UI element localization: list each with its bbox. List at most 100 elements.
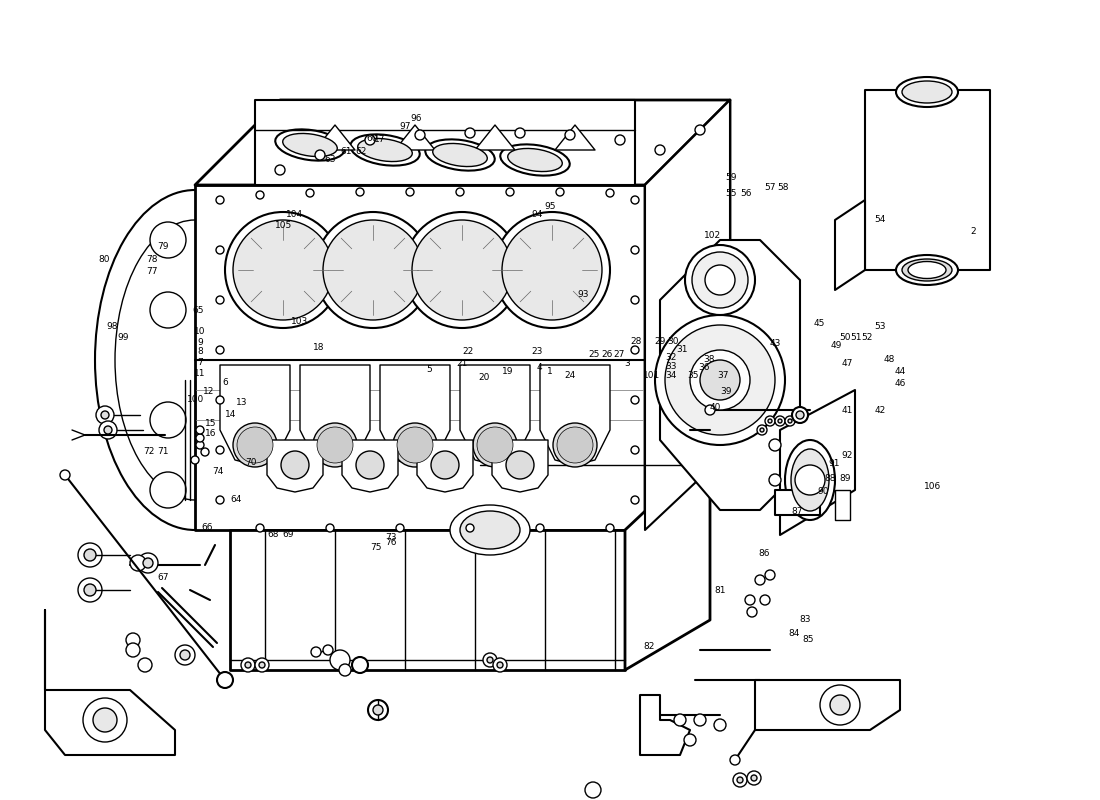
- Text: 94: 94: [531, 210, 542, 219]
- Text: 91: 91: [828, 459, 839, 469]
- Text: 31: 31: [676, 345, 688, 354]
- Circle shape: [705, 405, 715, 415]
- Circle shape: [352, 657, 368, 673]
- Polygon shape: [645, 100, 730, 530]
- Text: 5: 5: [426, 365, 432, 374]
- Polygon shape: [379, 365, 450, 465]
- Circle shape: [820, 685, 860, 725]
- Text: 84: 84: [789, 629, 800, 638]
- Text: 96: 96: [410, 114, 421, 123]
- Circle shape: [150, 292, 186, 328]
- Text: 78: 78: [146, 255, 157, 265]
- Text: 6: 6: [222, 378, 229, 387]
- Circle shape: [776, 416, 785, 426]
- Circle shape: [760, 428, 764, 432]
- Circle shape: [730, 755, 740, 765]
- Circle shape: [104, 426, 112, 434]
- Circle shape: [175, 645, 195, 665]
- Text: 61: 61: [341, 147, 352, 157]
- Text: 86: 86: [759, 549, 770, 558]
- Circle shape: [747, 607, 757, 617]
- Polygon shape: [195, 100, 730, 185]
- Text: 25: 25: [588, 350, 600, 359]
- Circle shape: [314, 423, 358, 467]
- Text: 67: 67: [157, 573, 168, 582]
- Polygon shape: [315, 125, 355, 150]
- Ellipse shape: [508, 149, 562, 171]
- Text: 44: 44: [894, 367, 905, 377]
- Text: 21: 21: [456, 359, 468, 369]
- Ellipse shape: [432, 143, 487, 166]
- Ellipse shape: [275, 130, 344, 161]
- Circle shape: [685, 245, 755, 315]
- Circle shape: [695, 125, 705, 135]
- Polygon shape: [230, 530, 625, 670]
- Text: 20: 20: [478, 373, 490, 382]
- Text: 72: 72: [143, 447, 154, 457]
- Circle shape: [477, 427, 513, 463]
- Circle shape: [412, 220, 512, 320]
- Circle shape: [483, 653, 497, 667]
- Circle shape: [473, 423, 517, 467]
- Circle shape: [216, 196, 224, 204]
- Text: 51: 51: [850, 333, 861, 342]
- Circle shape: [764, 570, 776, 580]
- Circle shape: [60, 470, 70, 480]
- Circle shape: [606, 524, 614, 532]
- Polygon shape: [300, 365, 370, 465]
- Circle shape: [690, 350, 750, 410]
- Polygon shape: [45, 610, 175, 755]
- Circle shape: [78, 578, 102, 602]
- Ellipse shape: [902, 259, 952, 281]
- Circle shape: [397, 427, 433, 463]
- Circle shape: [456, 188, 464, 196]
- Circle shape: [785, 416, 795, 426]
- Circle shape: [769, 439, 781, 451]
- Circle shape: [84, 549, 96, 561]
- Circle shape: [216, 346, 224, 354]
- Text: 70: 70: [245, 458, 256, 467]
- Circle shape: [196, 441, 204, 449]
- Circle shape: [217, 672, 233, 688]
- Polygon shape: [395, 125, 434, 150]
- Circle shape: [768, 419, 772, 423]
- Circle shape: [150, 222, 186, 258]
- Text: 95: 95: [544, 202, 556, 211]
- Polygon shape: [220, 365, 290, 465]
- Text: 43: 43: [770, 339, 781, 349]
- Circle shape: [830, 695, 850, 715]
- Circle shape: [487, 657, 493, 663]
- Circle shape: [138, 553, 158, 573]
- Circle shape: [323, 220, 424, 320]
- Text: 58: 58: [778, 183, 789, 193]
- Text: 37: 37: [717, 371, 728, 381]
- Text: 4: 4: [536, 363, 542, 373]
- Circle shape: [465, 128, 475, 138]
- Circle shape: [497, 662, 503, 668]
- Circle shape: [694, 714, 706, 726]
- Text: 80: 80: [99, 255, 110, 265]
- Text: 32: 32: [666, 353, 676, 362]
- Circle shape: [778, 419, 782, 423]
- Text: 106: 106: [924, 482, 942, 491]
- Text: 26: 26: [602, 350, 613, 359]
- Text: 87: 87: [792, 507, 803, 517]
- Text: 77: 77: [146, 267, 157, 277]
- Circle shape: [631, 246, 639, 254]
- Circle shape: [150, 402, 186, 438]
- Text: 71: 71: [157, 447, 168, 457]
- Text: 41: 41: [842, 406, 852, 415]
- Text: 50: 50: [839, 333, 850, 342]
- Ellipse shape: [350, 134, 420, 166]
- Circle shape: [631, 346, 639, 354]
- Ellipse shape: [358, 138, 412, 162]
- Text: 103: 103: [290, 317, 308, 326]
- Text: 40: 40: [710, 403, 720, 413]
- Polygon shape: [540, 365, 611, 465]
- Text: eurospares: eurospares: [418, 509, 682, 551]
- Text: 105: 105: [275, 221, 293, 230]
- Circle shape: [339, 664, 351, 676]
- Text: 62: 62: [355, 147, 366, 157]
- Ellipse shape: [896, 255, 958, 285]
- Text: 35: 35: [688, 371, 698, 381]
